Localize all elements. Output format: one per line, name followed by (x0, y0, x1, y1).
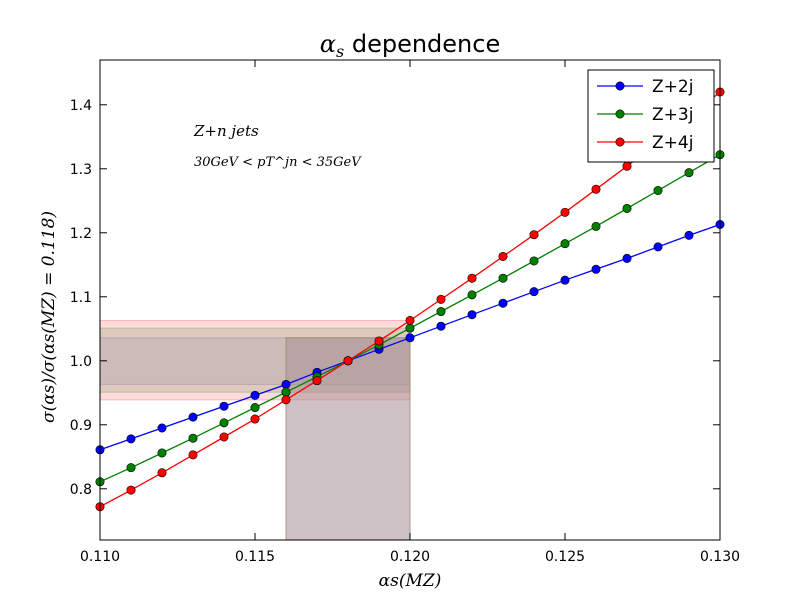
annotation-pt-range: 30GeV < pT^jn < 35GeV (194, 155, 362, 170)
data-point-z3j (622, 203, 632, 213)
data-point-z3j (157, 448, 167, 458)
y-tick-label: 1.0 (70, 354, 92, 370)
data-point-z2j (219, 401, 229, 411)
data-point-z4j (374, 336, 384, 346)
data-point-z4j (250, 414, 260, 424)
y-tick-label: 0.8 (70, 482, 92, 498)
legend-label-z2j: Z+2j (652, 77, 693, 97)
legend-label-z3j: Z+3j (652, 105, 693, 125)
axis-ticks: 0.110 0.115 0.120 0.125 0.130 0.8 0.9 1.0 1.1 1.2… (70, 60, 740, 565)
data-point-z4j (343, 356, 353, 366)
data-point-z3j (684, 168, 694, 178)
data-point-z2j (157, 423, 167, 433)
data-point-z4j (188, 450, 198, 460)
data-point-z3j (653, 186, 663, 196)
data-point-z3j (591, 221, 601, 231)
y-tick-label: 0.9 (70, 418, 92, 434)
y-tick-label: 1.3 (70, 162, 92, 178)
data-point-z2j (436, 321, 446, 331)
x-tick-label: 0.110 (80, 549, 120, 565)
data-point-z4j (281, 395, 291, 405)
data-point-z2j (653, 242, 663, 252)
data-point-z4j (591, 184, 601, 194)
data-point-z2j (560, 275, 570, 285)
data-point-z2j (498, 298, 508, 308)
legend-box (587, 69, 715, 163)
y-tick-label: 1.4 (70, 98, 92, 114)
x-tick-label: 0.115 (235, 549, 275, 565)
data-point-z3j (281, 387, 291, 397)
data-point-z2j (126, 434, 136, 444)
series-layer (95, 87, 725, 512)
series-z2j (95, 219, 725, 455)
data-point-z4j (529, 230, 539, 240)
data-point-z3j (436, 307, 446, 317)
data-point-z2j (684, 230, 694, 240)
data-point-z4j (312, 376, 322, 386)
y-axis-label: σ(αs)/σ(αs(MZ) = 0.118) (39, 211, 59, 423)
data-point-z2j (281, 379, 291, 389)
data-point-z3j (467, 290, 477, 300)
data-point-z3j (219, 418, 229, 428)
data-point-z4j (467, 273, 477, 283)
data-point-z2j (467, 310, 477, 320)
legend-marker-z4j (615, 137, 625, 147)
data-point-z2j (591, 264, 601, 274)
uncertainty-bands (99, 319, 411, 541)
x-tick-label: 0.125 (545, 549, 585, 565)
data-point-z2j (250, 390, 260, 400)
legend-marker-z3j (615, 109, 625, 119)
data-point-z3j (529, 256, 539, 266)
data-point-z4j (157, 468, 167, 478)
data-point-z3j (405, 323, 415, 333)
x-axis-label: αs(MZ) (379, 571, 442, 591)
x-tick-label: 0.120 (390, 549, 430, 565)
y-tick-label: 1.1 (70, 290, 92, 306)
data-point-z3j (188, 433, 198, 443)
data-point-z4j (436, 294, 446, 304)
legend-label-z4j: Z+4j (652, 133, 693, 153)
data-point-z2j (622, 253, 632, 263)
data-point-z3j (250, 403, 260, 413)
data-point-z4j (498, 251, 508, 261)
legend: Z+2j Z+3j Z+4j (587, 69, 715, 163)
annotation-z-n-jets: Z+n jets (193, 122, 259, 140)
chart-title: αs dependence (320, 30, 500, 61)
data-point-z4j (560, 207, 570, 217)
series-z4j (95, 87, 725, 512)
data-point-z2j (405, 333, 415, 343)
data-point-z3j (498, 273, 508, 283)
legend-marker-z2j (615, 81, 625, 91)
data-point-z4j (405, 315, 415, 325)
x-tick-label: 0.130 (700, 549, 740, 565)
data-point-z4j (219, 432, 229, 442)
data-point-z4j (126, 485, 136, 495)
data-point-z4j (622, 161, 632, 171)
data-point-z2j (188, 412, 198, 422)
data-point-z2j (529, 287, 539, 297)
data-point-z3j (126, 463, 136, 473)
data-point-z3j (560, 239, 570, 249)
band-vertical (285, 337, 411, 541)
series-z3j (95, 150, 725, 487)
y-tick-label: 1.2 (70, 226, 92, 242)
